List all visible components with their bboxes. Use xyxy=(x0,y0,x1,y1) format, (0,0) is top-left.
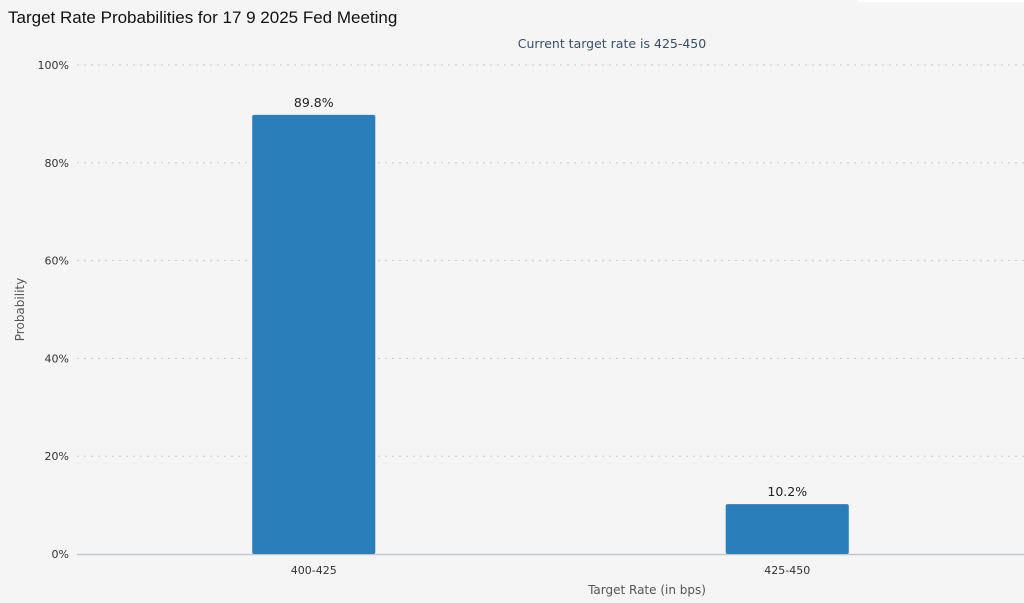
bar-425-450[interactable] xyxy=(725,504,849,554)
top-border-line xyxy=(858,0,1024,2)
bar-400-425[interactable] xyxy=(252,114,376,555)
y-tick-label: 100% xyxy=(38,59,69,72)
y-tick-label: 60% xyxy=(45,255,69,268)
y-tick-label: 20% xyxy=(45,450,69,463)
x-tick-label: 425-450 xyxy=(764,564,810,577)
y-tick-label: 40% xyxy=(45,352,69,365)
x-axis-ticks: 400-425 425-450 xyxy=(291,564,810,577)
y-axis-label: Probability xyxy=(13,278,27,341)
y-tick-label: 0% xyxy=(52,548,69,561)
chart-subtitle: Current target rate is 425-450 xyxy=(518,36,706,51)
x-axis-label: Target Rate (in bps) xyxy=(587,583,706,597)
x-tick-label: 400-425 xyxy=(291,564,337,577)
y-tick-label: 80% xyxy=(45,157,69,170)
data-label: 10.2% xyxy=(767,484,807,499)
data-label: 89.8% xyxy=(294,95,334,110)
page-title: Target Rate Probabilities for 17 9 2025 … xyxy=(8,8,398,27)
grid-lines xyxy=(77,64,1024,457)
y-axis-ticks: 0% 20% 40% 60% 80% 100% xyxy=(38,59,69,561)
bars: 89.8% 10.2% xyxy=(252,95,849,555)
